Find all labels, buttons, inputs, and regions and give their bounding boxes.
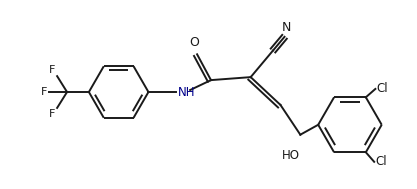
Text: N: N [282, 21, 291, 34]
Text: F: F [49, 109, 55, 119]
Text: F: F [49, 65, 55, 75]
Text: O: O [189, 36, 199, 49]
Text: Cl: Cl [375, 155, 387, 168]
Text: HO: HO [281, 149, 299, 162]
Text: F: F [41, 87, 47, 97]
Text: NH: NH [178, 85, 196, 98]
Text: Cl: Cl [377, 82, 388, 95]
